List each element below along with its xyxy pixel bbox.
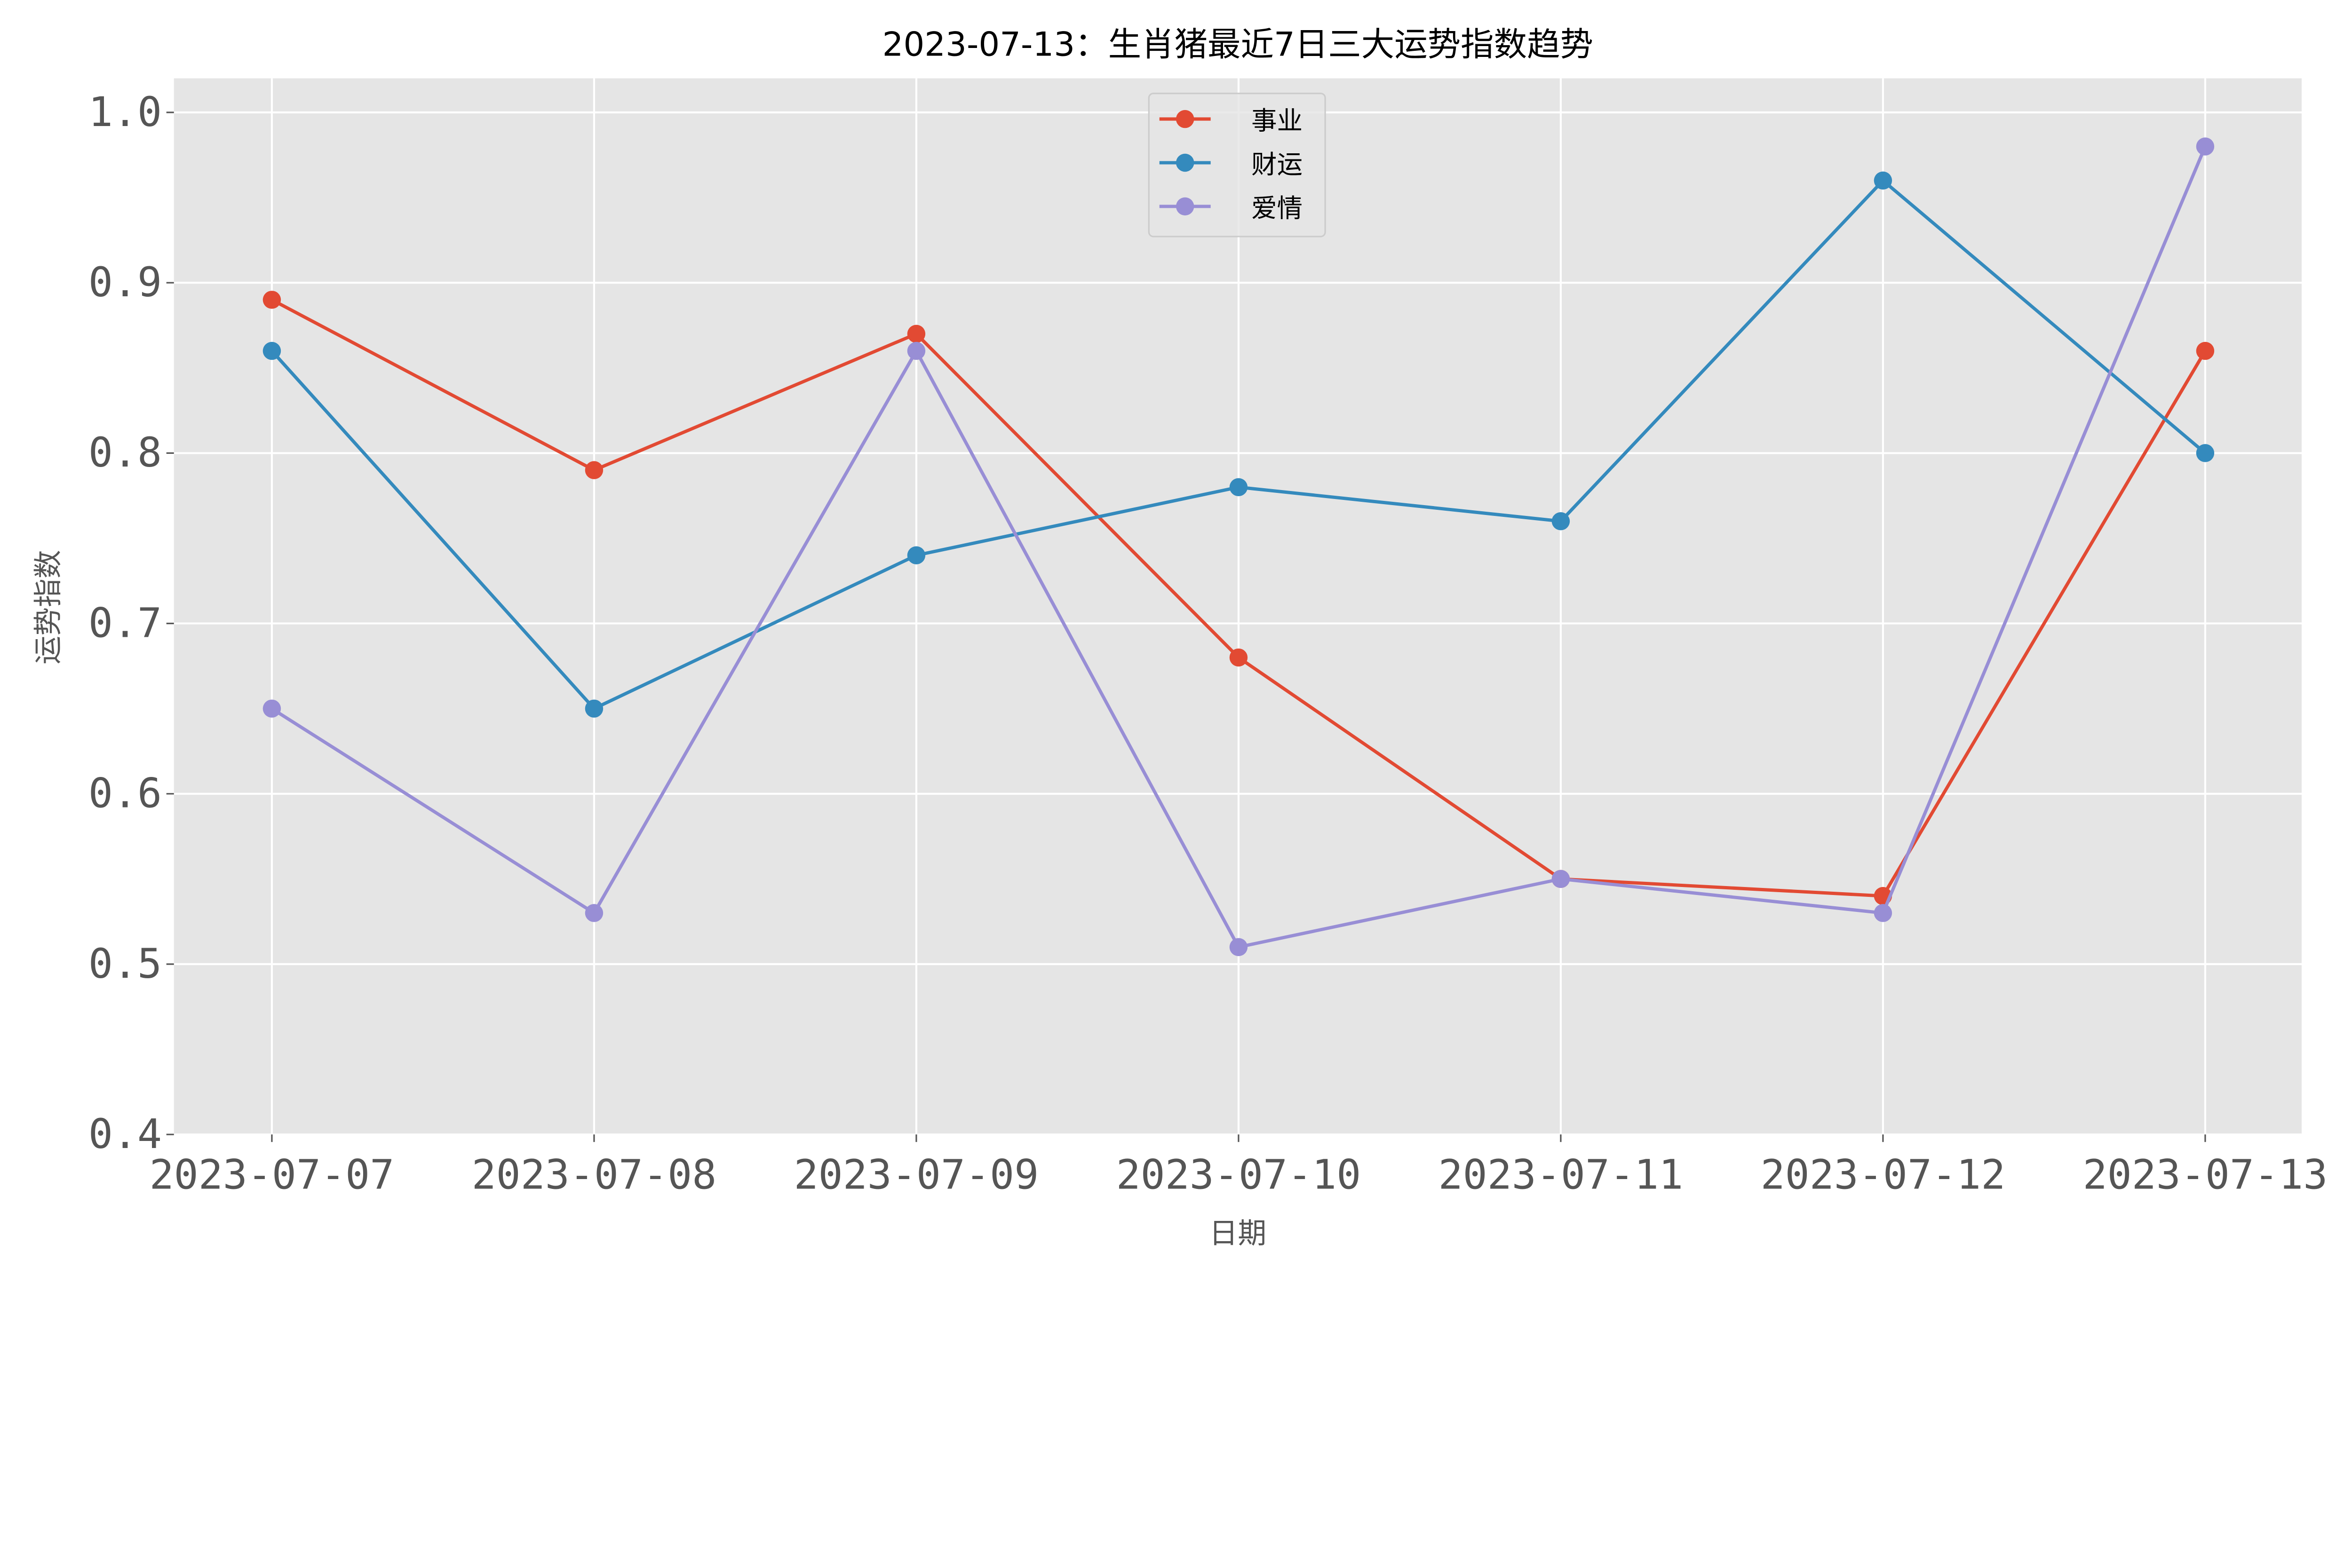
x-tick-label: 2023-07-13 — [2083, 1152, 2328, 1199]
y-tick-label: 1.0 — [88, 89, 162, 136]
data-point — [262, 699, 281, 718]
legend-label: 财运 — [1251, 149, 1303, 179]
legend-label: 事业 — [1251, 105, 1303, 135]
y-tick-label: 0.8 — [88, 429, 162, 476]
y-axis-ticks: 0.4 0.5 0.6 0.7 0.8 0.9 1.0 — [88, 89, 174, 1158]
y-axis-label: 运势指数 — [32, 550, 65, 664]
legend-item: 事业 — [1159, 105, 1303, 135]
y-tick-label: 0.5 — [88, 941, 162, 988]
y-tick-label: 0.9 — [88, 259, 162, 306]
data-point — [1551, 870, 1570, 888]
series-2 — [262, 171, 2215, 718]
data-point — [585, 904, 604, 922]
legend-label: 爱情 — [1251, 193, 1303, 223]
data-point — [1229, 648, 1248, 667]
data-point — [1874, 904, 1892, 922]
y-tick-label: 0.4 — [88, 1111, 162, 1158]
data-point — [1874, 171, 1892, 190]
x-tick-label: 2023-07-11 — [1438, 1152, 1684, 1199]
data-point — [585, 461, 604, 479]
data-point — [907, 341, 926, 360]
x-tick-label: 2023-07-08 — [472, 1152, 717, 1199]
data-point — [907, 546, 926, 564]
data-point — [2196, 444, 2215, 462]
x-tick-label: 2023-07-09 — [794, 1152, 1039, 1199]
x-axis-label: 日期 — [1209, 1217, 1266, 1250]
legend-marker — [1176, 110, 1194, 128]
legend-item: 爱情 — [1159, 193, 1303, 223]
gridlines — [174, 78, 2302, 1136]
x-tick-label: 2023-07-07 — [150, 1152, 395, 1199]
data-point — [585, 699, 604, 718]
data-point — [1229, 938, 1248, 956]
data-point — [262, 341, 281, 360]
x-axis-ticks: 2023-07-07 2023-07-08 2023-07-09 2023-07-10… — [150, 1134, 2328, 1199]
y-tick-label: 0.6 — [88, 770, 162, 817]
data-point — [262, 291, 281, 309]
x-tick-label: 2023-07-10 — [1116, 1152, 1361, 1199]
x-tick-label: 2023-07-12 — [1761, 1152, 2006, 1199]
data-point — [2196, 137, 2215, 156]
data-point — [907, 325, 926, 343]
line-chart: 2023-07-13：生肖猪最近7日三大运势指数趋势 0.40.50.60.70… — [32, 25, 2328, 1250]
y-tick-label: 0.7 — [88, 600, 162, 647]
chart-title: 2023-07-13：生肖猪最近7日三大运势指数趋势 — [882, 25, 1593, 64]
data-point — [1551, 512, 1570, 531]
legend-marker — [1176, 197, 1194, 216]
data-point — [2196, 341, 2215, 360]
data-point — [1229, 478, 1248, 497]
legend-item: 财运 — [1159, 149, 1303, 179]
series-3 — [262, 137, 2215, 956]
series-lines — [262, 137, 2215, 956]
legend-marker — [1176, 153, 1194, 172]
legend-box — [1148, 93, 1326, 238]
